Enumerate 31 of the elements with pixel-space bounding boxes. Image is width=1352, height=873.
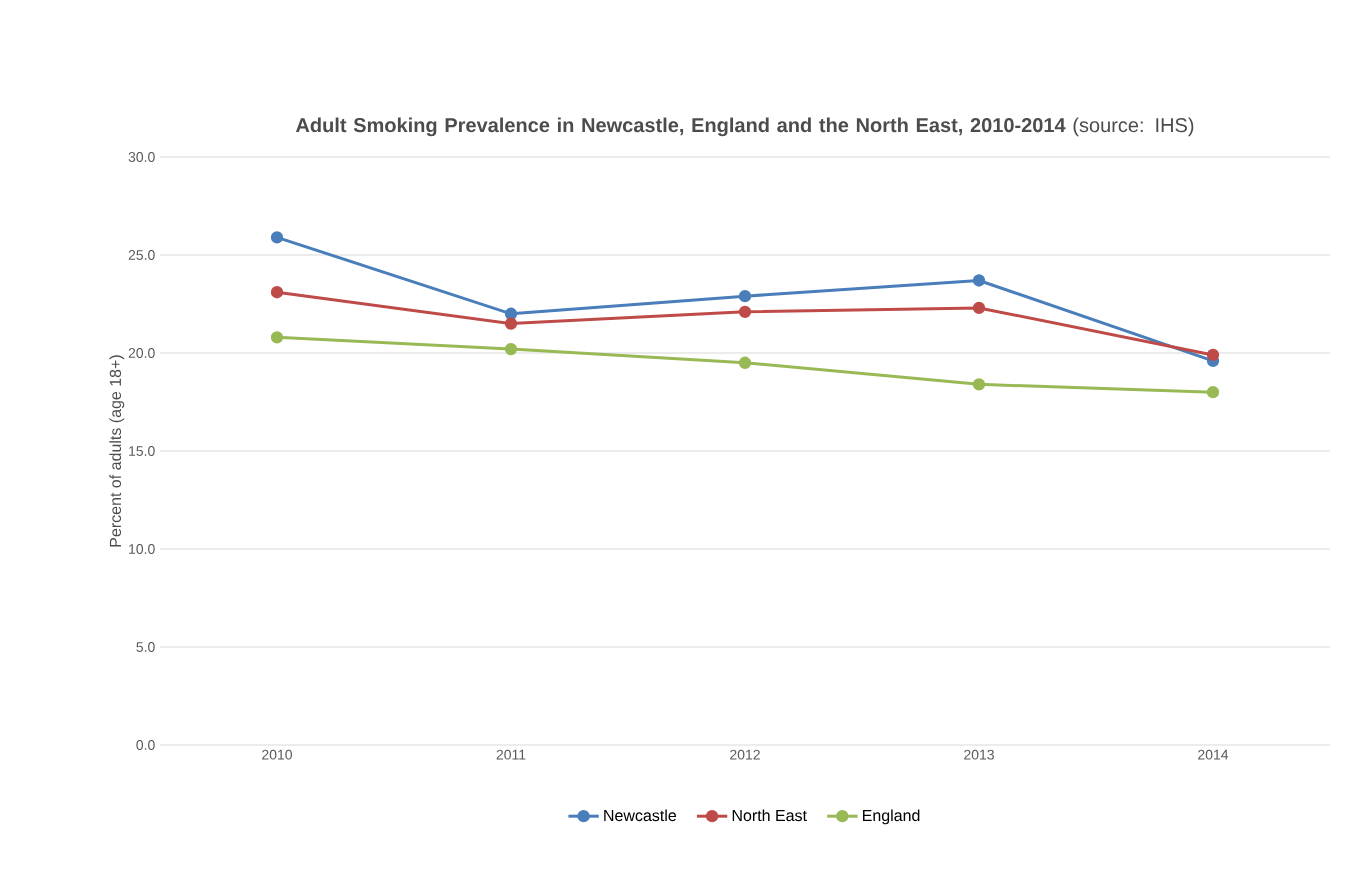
point <box>270 331 284 344</box>
point <box>1206 386 1220 399</box>
point <box>738 305 752 318</box>
legend-label: Newcastle <box>604 809 677 822</box>
y-axis-title: Percent of adults (age 18+) <box>109 355 125 547</box>
point <box>738 289 752 303</box>
x-tick-label: 2012 <box>730 749 760 760</box>
point <box>270 231 284 244</box>
point <box>972 301 986 315</box>
y-tick-label: 5.0 <box>136 642 155 652</box>
x-tick-label: 2010 <box>262 749 293 760</box>
y-tick-label: 30.0 <box>128 152 155 162</box>
y-tick-label: 15.0 <box>129 446 155 456</box>
x-tick-label: 2011 <box>496 749 526 760</box>
x-tick-label: 2013 <box>964 749 994 760</box>
point <box>504 342 518 356</box>
chart-title: Adult Smoking Prevalence in Newcastle, England and the North East, 2010-2014 (source: IHS) <box>295 117 1194 137</box>
y-tick-label: 10.0 <box>129 544 155 554</box>
point <box>972 378 986 391</box>
x-tick-label: 2014 <box>1198 749 1229 760</box>
legend-label: England <box>863 809 920 825</box>
point <box>738 356 752 369</box>
point <box>270 286 284 299</box>
point <box>504 317 518 330</box>
point <box>972 274 986 287</box>
point <box>504 307 518 320</box>
point <box>1206 348 1220 362</box>
y-tick-label: 20.0 <box>128 348 155 358</box>
legend-label: North East <box>732 809 807 822</box>
y-tick-label: 0.0 <box>136 740 155 750</box>
y-tick-label: 25.0 <box>128 250 155 260</box>
